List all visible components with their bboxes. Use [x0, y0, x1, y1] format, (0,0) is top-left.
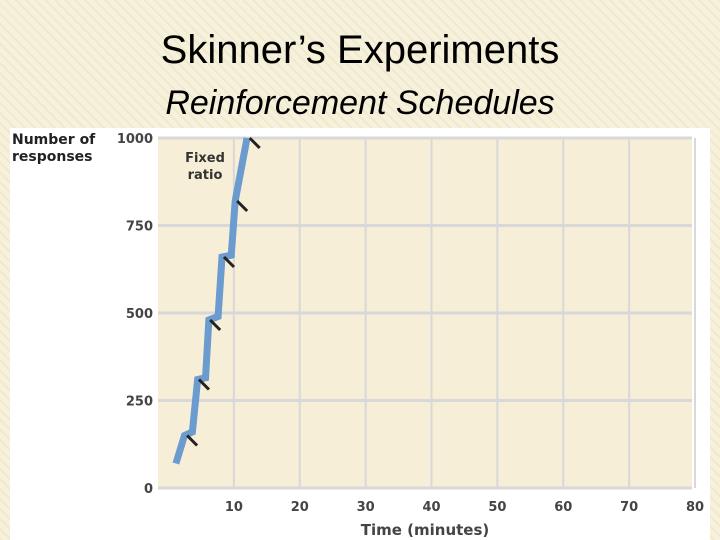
y-tick-label: 750: [126, 220, 153, 235]
x-tick-label: 50: [488, 500, 506, 515]
x-tick-label: 60: [554, 500, 572, 515]
x-tick-label: 20: [291, 500, 309, 515]
reinforcement-marker: [186, 434, 199, 447]
y-tick-label: 0: [144, 482, 153, 497]
y-axis-label: Number of responses: [12, 132, 96, 165]
chart-panel: 0 250 500 750 1000 10 20 30 40 50 60 70 80 Time (min…: [10, 128, 710, 540]
tick-labels: 0 250 500 750 1000 10 20 30 40 50 60 70 80: [117, 132, 704, 515]
y-tick-label: 500: [126, 307, 153, 322]
reinforcement-marker: [236, 199, 249, 213]
series-line-fixed-ratio: [172, 137, 251, 465]
reinforcement-marker: [197, 378, 211, 391]
series-label-fixed-ratio: Fixed ratio: [185, 151, 225, 183]
reinforcement-marker: [248, 136, 261, 150]
x-tick-label: 10: [225, 500, 243, 515]
x-tick-label: 80: [686, 500, 704, 515]
reinforcement-marker: [222, 255, 236, 269]
reinforcement-marker: [209, 318, 222, 332]
response-chart: 0 250 500 750 1000 10 20 30 40 50 60 70 80 Time (min…: [117, 132, 704, 539]
x-tick-label: 40: [422, 500, 440, 515]
reinforcement-markers: [186, 136, 261, 447]
y-tick-label: 1000: [117, 132, 153, 147]
slide-title: Skinner’s Experiments: [160, 28, 560, 72]
slide-subtitle: Reinforcement Schedules: [165, 84, 555, 122]
x-tick-label: 30: [357, 500, 375, 515]
x-tick-label: 70: [620, 500, 638, 515]
y-tick-label: 250: [126, 395, 153, 410]
x-axis-label: Time (minutes): [361, 521, 490, 539]
grid-lines: [158, 136, 696, 490]
series-layer: [172, 137, 251, 465]
